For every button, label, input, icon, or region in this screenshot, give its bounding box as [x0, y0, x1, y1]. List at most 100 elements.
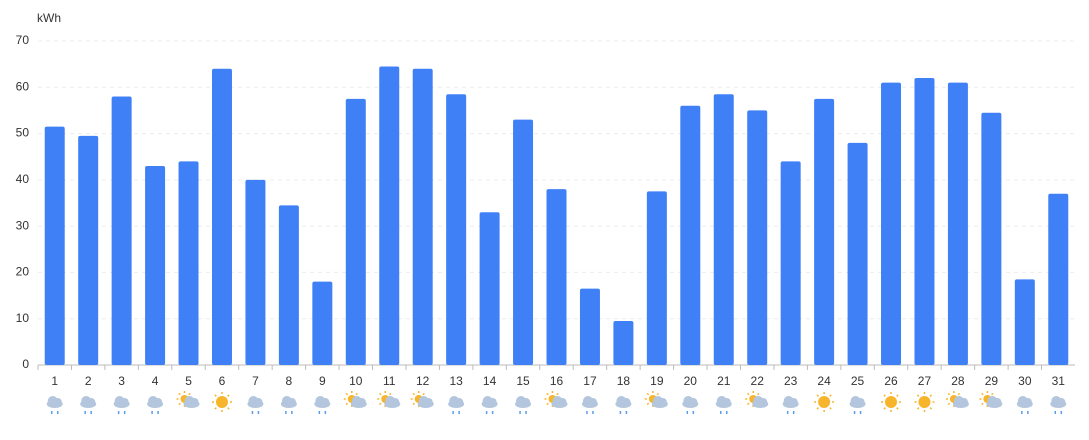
cloud	[87, 398, 96, 406]
weather-icon	[979, 391, 1003, 408]
weather-icon	[343, 391, 367, 408]
bar	[245, 179, 266, 365]
x-tick-label: 9	[319, 374, 326, 388]
bar	[111, 96, 132, 366]
x-tick-label: 29	[985, 374, 999, 388]
cloud	[959, 398, 968, 406]
bar	[646, 191, 667, 365]
sun-ray	[829, 407, 832, 410]
x-tick-label: 24	[817, 374, 831, 388]
y-tick-label: 40	[16, 172, 30, 186]
weather-icon	[644, 391, 668, 408]
cloud	[689, 398, 698, 406]
bar	[78, 135, 99, 365]
weather-icon	[314, 396, 331, 414]
cloud	[558, 398, 567, 406]
sun-ray	[981, 392, 984, 396]
bar	[847, 142, 868, 365]
weather-icon	[176, 391, 200, 408]
x-tick-label: 2	[85, 374, 92, 388]
x-tick-label: 10	[349, 374, 363, 388]
weather-icon	[481, 396, 498, 414]
x-tick-label: 3	[118, 374, 125, 388]
cloud	[391, 398, 400, 406]
sun	[818, 396, 831, 408]
cloud	[357, 398, 366, 406]
sun-ray	[214, 394, 217, 397]
bar	[780, 161, 801, 365]
sun-ray	[656, 392, 660, 396]
cloud	[622, 398, 631, 406]
weather-icon	[715, 396, 732, 414]
y-axis-label: kWh	[37, 11, 61, 25]
weather-icon	[1050, 396, 1067, 414]
cloud	[522, 398, 531, 406]
bar	[178, 161, 199, 365]
sun-ray	[556, 392, 559, 396]
cloud	[789, 398, 798, 406]
weather-icon	[377, 391, 401, 408]
sun-ray	[947, 392, 951, 396]
cloud	[287, 398, 296, 406]
sun-ray	[227, 394, 230, 397]
weather-icon	[410, 391, 434, 408]
x-tick-label: 25	[851, 374, 865, 388]
bar	[713, 94, 734, 365]
sun-ray	[388, 392, 392, 396]
weather-icon	[113, 396, 130, 414]
cloud	[658, 398, 667, 406]
bar	[747, 110, 768, 365]
sun-ray	[379, 402, 382, 406]
cloud	[120, 398, 129, 406]
x-tick-label: 20	[684, 374, 698, 388]
bar	[412, 68, 433, 366]
weather-icon	[544, 391, 568, 408]
x-tick-label: 19	[650, 374, 664, 388]
sun-ray	[896, 407, 899, 410]
cloud	[154, 398, 163, 406]
y-tick-label: 0	[22, 357, 29, 371]
cloud	[455, 398, 464, 406]
y-tick-label: 60	[16, 79, 30, 93]
sun-ray	[929, 407, 933, 410]
y-tick-label: 50	[16, 126, 30, 140]
x-tick-label: 31	[1052, 374, 1066, 388]
x-tick-label: 12	[416, 374, 430, 388]
cloud	[1057, 398, 1066, 406]
sun-ray	[756, 392, 760, 396]
x-tick-label: 27	[918, 374, 932, 388]
cloud	[53, 398, 62, 406]
x-tick-label: 6	[219, 374, 226, 388]
sun-ray	[991, 392, 994, 396]
cloud	[993, 398, 1002, 406]
weather-icon	[211, 392, 232, 412]
sun-ray	[829, 394, 832, 397]
sun-ray	[227, 407, 230, 410]
x-tick-label: 7	[252, 374, 259, 388]
cloud	[1023, 398, 1032, 406]
weather-icon	[945, 391, 969, 408]
bar	[613, 321, 634, 365]
bar	[379, 66, 400, 365]
cloud	[588, 398, 597, 406]
sun-ray	[916, 394, 920, 397]
x-tick-label: 4	[152, 374, 159, 388]
weather-icon	[682, 396, 699, 414]
x-tick-label: 5	[185, 374, 192, 388]
sun-ray	[883, 407, 886, 410]
sun-ray	[916, 407, 920, 410]
cloud	[856, 398, 865, 406]
bar	[1014, 279, 1035, 365]
weather-icon	[814, 392, 835, 412]
weather-icon	[80, 396, 97, 414]
cloud	[254, 398, 263, 406]
sun	[918, 396, 931, 408]
weather-icon	[881, 392, 902, 412]
x-tick-label: 17	[583, 374, 597, 388]
sun-ray	[412, 402, 415, 406]
x-tick-label: 18	[617, 374, 631, 388]
sun	[885, 396, 898, 408]
x-tick-label: 11	[383, 374, 396, 388]
bar	[947, 82, 968, 366]
